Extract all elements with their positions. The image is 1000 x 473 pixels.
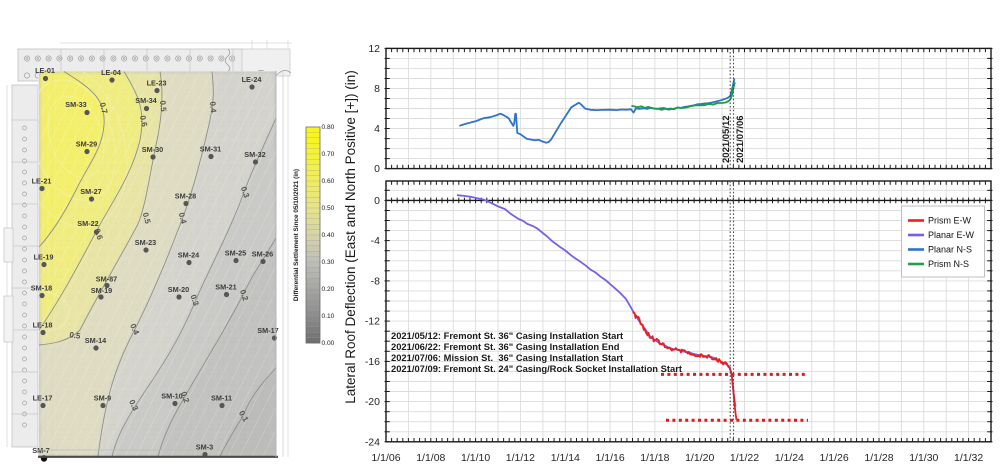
svg-text:SM-87: SM-87 [96, 275, 118, 284]
svg-text:SM-33: SM-33 [65, 100, 87, 109]
svg-text:LE-23: LE-23 [147, 79, 167, 88]
svg-text:12: 12 [368, 43, 380, 55]
svg-text:4: 4 [374, 123, 380, 135]
svg-text:SM-34: SM-34 [135, 96, 157, 105]
svg-text:SM-7: SM-7 [32, 446, 49, 455]
svg-text:0.5: 0.5 [69, 330, 82, 341]
svg-text:SM-20: SM-20 [168, 285, 190, 294]
svg-text:SM-26: SM-26 [252, 250, 274, 259]
svg-text:LE-17: LE-17 [33, 394, 53, 403]
svg-text:SM-10: SM-10 [161, 392, 183, 401]
svg-text:SM-22: SM-22 [77, 219, 99, 228]
svg-text:0.20: 0.20 [322, 286, 335, 293]
svg-text:0.3: 0.3 [239, 185, 251, 199]
svg-text:Planar E-W: Planar E-W [928, 230, 975, 240]
svg-text:SM-18: SM-18 [31, 284, 53, 293]
svg-text:0.2: 0.2 [179, 390, 191, 404]
svg-text:0.5: 0.5 [158, 100, 168, 112]
svg-text:-20: -20 [365, 396, 380, 408]
svg-text:1/1/28: 1/1/28 [864, 452, 893, 464]
svg-text:LE-21: LE-21 [32, 177, 52, 186]
svg-text:Lateral Roof Deflection (East: Lateral Roof Deflection (East and North … [343, 70, 358, 404]
svg-text:SM-21: SM-21 [215, 283, 237, 292]
svg-text:SM-31: SM-31 [200, 145, 222, 154]
svg-text:0.80: 0.80 [322, 124, 335, 131]
svg-text:0.50: 0.50 [322, 205, 335, 212]
svg-text:-16: -16 [365, 356, 380, 368]
svg-text:SM-19: SM-19 [91, 286, 113, 295]
svg-text:1/1/24: 1/1/24 [775, 452, 804, 464]
svg-text:0.70: 0.70 [322, 151, 335, 158]
svg-text:1/1/16: 1/1/16 [595, 452, 624, 464]
svg-text:LE-24: LE-24 [242, 75, 263, 84]
svg-text:1/1/12: 1/1/12 [506, 452, 535, 464]
svg-text:2021/07/06: Mission St. 36" C: 2021/07/06: Mission St. 36" Casing Insta… [391, 352, 623, 363]
svg-text:0.3: 0.3 [127, 398, 140, 412]
svg-text:Prism N-S: Prism N-S [928, 259, 969, 269]
svg-text:0.2: 0.2 [238, 288, 250, 302]
svg-text:1/1/06: 1/1/06 [371, 452, 400, 464]
svg-text:SM-24: SM-24 [178, 251, 200, 260]
svg-text:2021/05/12: 2021/05/12 [721, 115, 732, 163]
svg-text:1/1/32: 1/1/32 [954, 452, 983, 464]
svg-text:0.10: 0.10 [322, 313, 335, 320]
svg-text:1/1/18: 1/1/18 [640, 452, 669, 464]
svg-text:2021/07/06: 2021/07/06 [735, 115, 746, 163]
svg-text:-4: -4 [371, 235, 380, 247]
svg-text:SM-14: SM-14 [85, 336, 107, 345]
svg-text:1/1/08: 1/1/08 [416, 452, 445, 464]
svg-text:SM-27: SM-27 [80, 187, 102, 196]
svg-text:1/1/30: 1/1/30 [909, 452, 938, 464]
svg-text:0.60: 0.60 [322, 178, 335, 185]
svg-text:-12: -12 [365, 316, 380, 328]
svg-text:0: 0 [374, 195, 380, 207]
svg-text:2021/06/22: Fremont St. 36" Ca: 2021/06/22: Fremont St. 36" Casing Insta… [391, 341, 620, 352]
svg-text:0.00: 0.00 [322, 340, 335, 347]
svg-text:LE-18: LE-18 [33, 321, 53, 330]
svg-text:0.40: 0.40 [322, 232, 335, 239]
svg-text:SM-11: SM-11 [211, 394, 232, 403]
svg-text:8: 8 [374, 83, 380, 95]
svg-text:1/1/20: 1/1/20 [685, 452, 714, 464]
svg-text:1/1/26: 1/1/26 [819, 452, 848, 464]
svg-text:LE-04: LE-04 [101, 68, 122, 77]
svg-text:2021/07/09: Fremont St. 24" Ca: 2021/07/09: Fremont St. 24" Casing/Rock … [391, 363, 682, 374]
svg-text:-24: -24 [365, 436, 380, 448]
svg-text:SM-25: SM-25 [225, 249, 247, 258]
svg-text:0.6: 0.6 [138, 115, 149, 128]
svg-text:SM-23: SM-23 [135, 238, 157, 247]
svg-text:SM-17: SM-17 [257, 326, 279, 335]
svg-text:0: 0 [374, 163, 380, 175]
svg-text:0.3: 0.3 [189, 293, 201, 307]
svg-text:1/1/22: 1/1/22 [730, 452, 759, 464]
svg-text:0.4: 0.4 [208, 101, 218, 113]
svg-text:Differential Settlement Since: Differential Settlement Since 05/10/2021… [293, 169, 300, 301]
svg-text:1/1/10: 1/1/10 [461, 452, 490, 464]
svg-text:Prism E-W: Prism E-W [928, 216, 971, 226]
svg-text:0.4: 0.4 [128, 322, 141, 336]
svg-text:SM-3: SM-3 [196, 443, 213, 452]
svg-text:LE-19: LE-19 [34, 253, 54, 262]
svg-text:Planar N-S: Planar N-S [928, 245, 972, 255]
svg-text:LE-01: LE-01 [35, 66, 55, 75]
svg-text:SM-30: SM-30 [142, 145, 164, 154]
svg-text:0.5: 0.5 [141, 212, 153, 226]
svg-text:1/1/14: 1/1/14 [551, 452, 580, 464]
svg-text:-8: -8 [371, 275, 380, 287]
svg-text:0.7: 0.7 [98, 102, 110, 116]
svg-text:0.30: 0.30 [322, 259, 335, 266]
svg-text:SM-28: SM-28 [175, 192, 197, 201]
svg-text:SM-9: SM-9 [94, 394, 111, 403]
svg-text:SM-32: SM-32 [244, 150, 266, 159]
svg-text:2021/05/12: Fremont St. 36" Ca: 2021/05/12: Fremont St. 36" Casing Insta… [391, 330, 623, 341]
svg-text:0.4: 0.4 [177, 212, 189, 226]
svg-text:SM-29: SM-29 [76, 140, 98, 149]
